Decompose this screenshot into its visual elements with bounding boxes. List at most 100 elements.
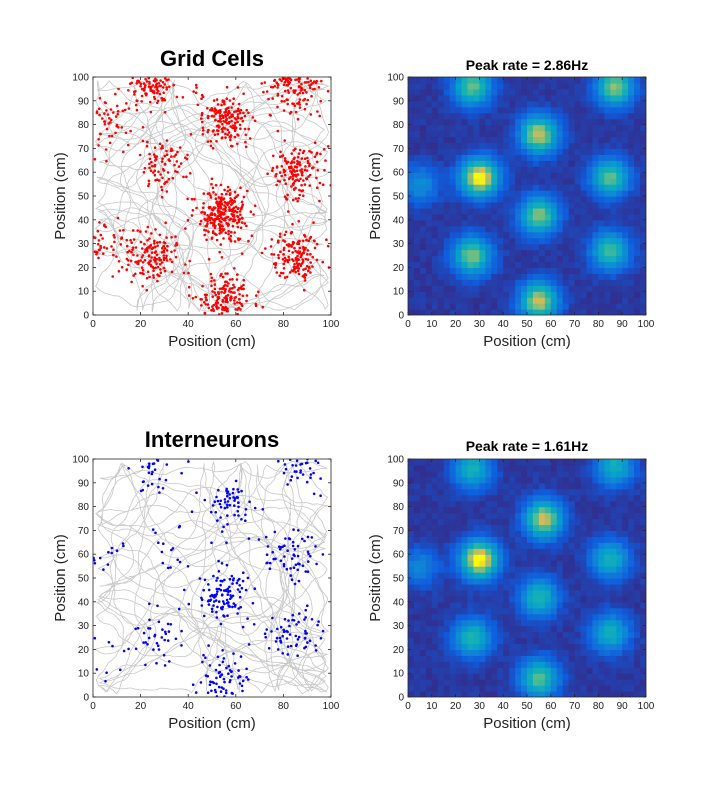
- heatmap-cell: [515, 207, 522, 215]
- spike-point: [158, 240, 162, 244]
- heatmap-cell: [485, 613, 492, 621]
- heatmap-cell: [497, 255, 504, 263]
- heatmap-cell: [497, 285, 504, 292]
- heatmap-cell: [538, 201, 546, 209]
- heatmap-cell: [503, 219, 510, 227]
- spike-point: [112, 233, 116, 237]
- heatmap-cell: [580, 309, 588, 315]
- heatmap-cell: [497, 583, 504, 591]
- spike-point: [265, 553, 269, 556]
- heatmap-cell: [473, 136, 480, 144]
- heatmap-cell: [598, 190, 605, 197]
- heatmap-cell: [562, 309, 570, 315]
- heatmap-cell: [473, 673, 480, 680]
- heatmap-cell: [592, 685, 599, 692]
- heatmap-cell: [515, 667, 522, 674]
- spike-point: [204, 296, 207, 299]
- heatmap-cell: [443, 601, 451, 609]
- spike-point: [306, 550, 310, 554]
- heatmap-cell: [592, 649, 599, 656]
- heatmap-cell: [586, 578, 594, 585]
- heatmap-cell: [538, 178, 546, 185]
- heatmap-cell: [431, 643, 439, 650]
- heatmap-cell: [473, 530, 480, 537]
- spike-point: [154, 266, 157, 270]
- heatmap-cell: [568, 231, 576, 239]
- heatmap-cell: [443, 476, 451, 484]
- heatmap-cell: [479, 607, 486, 615]
- spike-point: [132, 253, 135, 257]
- heatmap-cell: [437, 142, 445, 149]
- spike-point: [162, 254, 166, 257]
- heatmap-cell: [616, 291, 623, 298]
- spike-point: [308, 184, 312, 187]
- spike-point: [225, 563, 229, 567]
- spike-point: [220, 114, 224, 117]
- heatmap-cell: [568, 607, 576, 615]
- heatmap-cell: [592, 243, 599, 251]
- heatmap-cell: [503, 655, 510, 662]
- heatmap-cell: [574, 154, 582, 161]
- heatmap-cell: [425, 631, 433, 639]
- heatmap-cell: [455, 255, 463, 263]
- heatmap-cell: [479, 685, 486, 692]
- spike-point: [284, 230, 288, 234]
- heatmap-cell: [413, 124, 421, 132]
- heatmap-cell: [443, 548, 451, 555]
- heatmap-cell: [521, 160, 528, 167]
- heatmap-cell: [455, 625, 463, 633]
- y-tick-label: 70: [393, 144, 405, 155]
- heatmap-cell: [628, 106, 635, 114]
- spike-point: [134, 260, 137, 264]
- heatmap-cell: [419, 661, 427, 668]
- heatmap-cell: [634, 88, 641, 96]
- spike-point: [219, 207, 223, 210]
- heatmap-cell: [479, 249, 486, 257]
- spike-point: [236, 273, 239, 276]
- heatmap-cell: [449, 166, 457, 173]
- heatmap-cell: [467, 619, 475, 627]
- spike-point: [292, 259, 295, 263]
- heatmap-cell: [443, 619, 451, 627]
- spike-point: [160, 636, 164, 639]
- spike-point: [190, 510, 194, 513]
- heatmap-cell: [413, 631, 421, 639]
- spike-point: [283, 259, 287, 263]
- spike-point: [288, 633, 292, 636]
- spike-point: [162, 258, 166, 262]
- spike-point: [149, 263, 153, 267]
- heatmap-cell: [479, 506, 486, 514]
- heatmap-cell: [449, 82, 457, 90]
- heatmap-cell: [610, 231, 617, 239]
- heatmap-cell: [538, 136, 546, 144]
- heatmap-cell: [580, 88, 588, 96]
- spike-point: [215, 98, 219, 101]
- spike-point: [296, 102, 299, 105]
- heatmap-cell: [431, 273, 439, 280]
- heatmap-cell: [580, 673, 588, 680]
- heatmap-cell: [509, 124, 516, 132]
- heatmap-cell: [437, 488, 445, 496]
- heatmap-cell: [580, 554, 588, 561]
- spike-point: [149, 87, 152, 91]
- heatmap-cell: [425, 530, 433, 537]
- heatmap-cell: [503, 488, 510, 496]
- spike-point: [191, 209, 195, 212]
- heatmap-cell: [473, 643, 480, 650]
- heatmap-cell: [503, 560, 510, 567]
- spike-point: [290, 578, 294, 581]
- spike-point: [243, 114, 247, 118]
- heatmap-cell: [616, 267, 623, 274]
- spike-point: [224, 300, 227, 304]
- heatmap-cell: [479, 637, 486, 645]
- spike-point: [286, 645, 290, 648]
- heatmap-cell: [574, 184, 582, 191]
- heatmap-cell: [538, 190, 546, 197]
- heatmap-cell: [521, 142, 528, 149]
- heatmap-cell: [413, 136, 421, 144]
- spike-point: [291, 544, 295, 548]
- heatmap-cell: [556, 512, 564, 520]
- heatmap-cell: [586, 106, 594, 114]
- heatmap-cell: [419, 249, 427, 257]
- heatmap-cell: [509, 178, 516, 185]
